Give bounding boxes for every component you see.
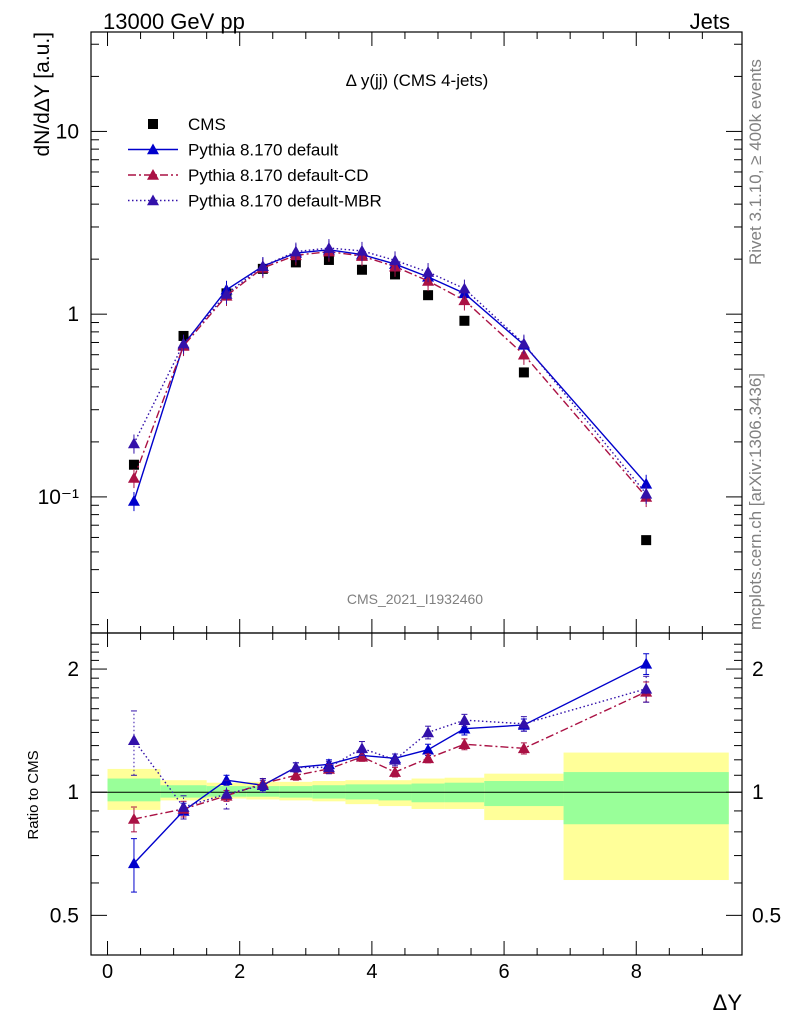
ratio-point [422, 743, 435, 755]
mc-point [640, 477, 653, 489]
header-right: Jets [690, 9, 730, 34]
x-tick-label: 0 [102, 961, 113, 983]
ratio-point [289, 761, 302, 773]
watermark: CMS_2021_I1932460 [347, 591, 483, 607]
ratio-point [389, 766, 402, 777]
ratio-point [458, 738, 471, 750]
mc-point [458, 294, 471, 306]
side-label-rivet: Rivet 3.1.10, ≥ 400k events [746, 59, 765, 265]
ratio-point [355, 742, 368, 754]
legend-marker-cms [148, 119, 158, 129]
ratio-point [517, 717, 530, 729]
series-line [133, 249, 647, 502]
mc-point [422, 266, 435, 277]
ratio-point [422, 726, 435, 738]
x-axis-label: ΔY [713, 990, 743, 1015]
legend-label: Pythia 8.170 default-CD [188, 166, 369, 185]
cms-data-point [423, 290, 434, 301]
y-tick-label: 2 [67, 658, 79, 681]
legend-marker [147, 169, 159, 180]
mc-point [127, 437, 140, 449]
y-axis-label-top: dN/dΔY [a.u.] [31, 32, 54, 157]
y-tick-label: 1 [67, 781, 79, 804]
mc-point [256, 260, 269, 272]
ratio-point [127, 813, 140, 824]
band-inner [107, 778, 161, 802]
legend: CMS Pythia 8.170 default Pythia 8.170 defa… [128, 115, 382, 211]
ratio-point [256, 779, 269, 791]
ratio-point [220, 774, 233, 785]
ratio-line [133, 688, 647, 808]
ratio-point [355, 750, 368, 762]
y-tick-label: 10⁻¹ [38, 486, 79, 509]
series-line [133, 247, 647, 495]
legend-label: Pythia 8.170 default [188, 141, 339, 160]
series-line [133, 250, 647, 498]
band-inner [411, 783, 445, 803]
ratio-point [389, 753, 402, 765]
ratio-point [640, 657, 653, 669]
y-tick-label-right: 0.5 [752, 904, 781, 927]
mc-point [127, 494, 140, 506]
ratio-point [458, 714, 471, 725]
ratio-point [458, 722, 471, 734]
main-title: Δ y(jj) (CMS 4-jets) [346, 71, 489, 90]
ratio-point [322, 761, 335, 773]
main-panel: 10⁻¹ 1 10 [38, 31, 743, 955]
mc-point [389, 254, 402, 266]
legend-marker [147, 143, 159, 155]
y-tick-label-right: 1 [752, 781, 764, 804]
cms-data-point [641, 535, 652, 546]
legend-marker [147, 194, 159, 206]
ratio-point [127, 857, 140, 869]
ratio-point [127, 734, 140, 746]
mc-point [640, 487, 653, 499]
y-tick-label: 0.5 [50, 904, 79, 927]
legend-label: CMS [188, 115, 226, 134]
ratio-line [133, 663, 647, 864]
mc-point [458, 282, 471, 294]
x-tick-label: 2 [234, 961, 245, 983]
ratio-point [422, 752, 435, 764]
ratio-point [289, 769, 302, 781]
y-tick-label: 10 [56, 120, 79, 143]
band-inner [563, 772, 729, 825]
ratio-frame [90, 632, 743, 956]
cms-data-point [518, 367, 529, 378]
mc-point [517, 337, 530, 349]
y-axis-label-bottom: Ratio to CMS [25, 750, 42, 839]
mc-point [289, 245, 302, 257]
side-label-mcplots: mcplots.cern.ch [arXiv:1306.3436] [746, 373, 765, 630]
y-tick-label-right: 2 [752, 658, 764, 681]
cms-data-point [459, 315, 470, 326]
ratio-point [177, 801, 190, 812]
x-tick-label: 4 [366, 961, 377, 983]
ratio-point [640, 682, 653, 694]
y-tick-label: 1 [67, 303, 79, 326]
header-left: 13000 GeV pp [103, 9, 245, 34]
mc-point [220, 287, 233, 299]
mc-point [517, 348, 530, 360]
band-inner [160, 785, 207, 798]
band-inner [484, 781, 564, 807]
mc-point [177, 337, 190, 349]
mc-point [127, 471, 140, 483]
ratio-panel: 0 2 4 6 8 0.5 0.5 1 1 2 2 [50, 632, 781, 983]
ratio-point [517, 742, 530, 754]
legend-label: Pythia 8.170 default-MBR [188, 192, 382, 211]
mc-point [322, 242, 335, 253]
cms-data-point [356, 264, 367, 275]
mc-point [355, 244, 368, 256]
ratio-line [133, 691, 647, 820]
x-tick-label: 6 [499, 961, 510, 983]
x-tick-label: 8 [631, 961, 642, 983]
cms-data-point [128, 459, 139, 470]
ratio-point [220, 787, 233, 799]
